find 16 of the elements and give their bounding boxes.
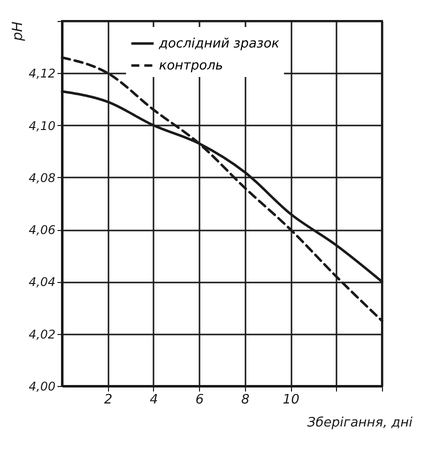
y-tick-label: 4,10 bbox=[28, 118, 56, 133]
x-tick-label: 6 bbox=[196, 392, 204, 408]
x-tick-label: 10 bbox=[282, 392, 300, 408]
y-tick-label: 4,08 bbox=[28, 170, 56, 185]
x-tick-label: 2 bbox=[104, 392, 112, 408]
x-axis-title: Зберігання, дні bbox=[307, 416, 413, 430]
y-tick-label: 4,04 bbox=[28, 275, 56, 290]
y-tick-label: 4,06 bbox=[28, 223, 56, 238]
x-tick-label: 8 bbox=[241, 392, 250, 408]
y-tick-label: 4,12 bbox=[28, 66, 56, 81]
y-axis-title: pH bbox=[10, 21, 26, 42]
legend-label: контроль bbox=[159, 58, 224, 74]
legend-label: дослідний зразок bbox=[158, 36, 280, 52]
y-tick-label: 4,02 bbox=[28, 327, 56, 342]
x-tick-label: 4 bbox=[150, 392, 158, 408]
y-tick-label: 4,00 bbox=[28, 380, 56, 394]
